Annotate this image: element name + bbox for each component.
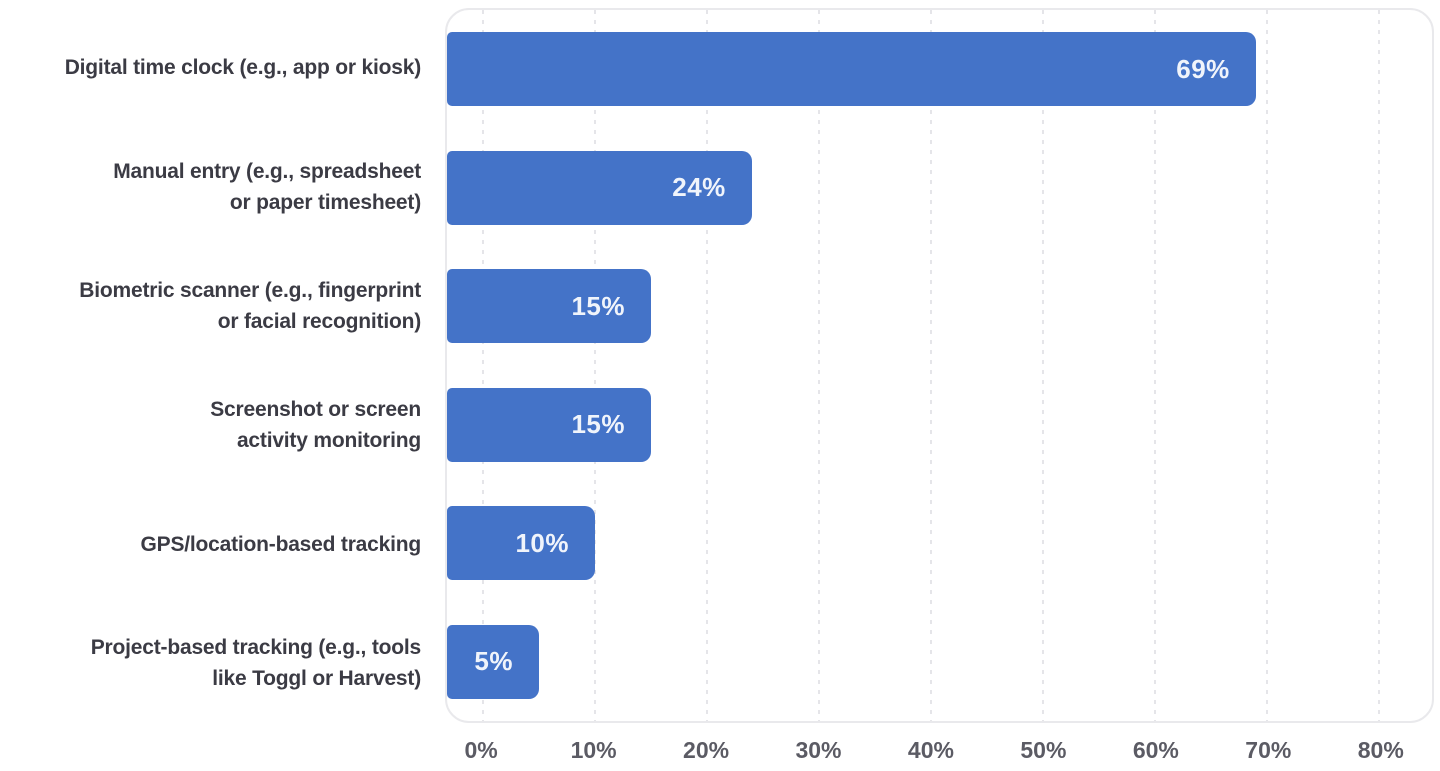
x-tick-label: 50%: [1020, 737, 1067, 763]
category-label-line: Project-based tracking (e.g., tools: [90, 636, 421, 660]
x-axis: 0% 10% 20% 30% 40% 50% 60% 70% 80%: [445, 731, 1434, 767]
bar-row: 15%: [447, 247, 1432, 366]
category-label-line: Biometric scanner (e.g., fingerprint: [79, 278, 421, 302]
x-tick-label: 10%: [570, 737, 617, 763]
bar-value-label: 69%: [1176, 53, 1230, 84]
category-label: GPS/location-based tracking: [0, 485, 437, 604]
gridline: [482, 10, 484, 721]
category-label-line: or facial recognition): [217, 309, 421, 333]
category-label-line: GPS/location-based tracking: [140, 532, 422, 556]
plot-area: 69% 24% 15% 15% 10% 5%: [445, 8, 1434, 723]
x-tick-label: 20%: [683, 737, 730, 763]
bar-value-label: 5%: [474, 646, 513, 677]
category-label: Biometric scanner (e.g., fingerprint or f…: [0, 246, 437, 365]
category-axis: Digital time clock (e.g., app or kiosk) M…: [0, 8, 437, 723]
x-tick-label: 70%: [1245, 737, 1292, 763]
gridline: [1266, 10, 1268, 721]
x-tick-label: 80%: [1357, 737, 1404, 763]
bar: 5%: [447, 624, 539, 699]
gridline: [818, 10, 820, 721]
bar-rows: 69% 24% 15% 15% 10% 5%: [447, 10, 1432, 721]
bar: 15%: [447, 269, 651, 344]
bar-row: 69%: [447, 10, 1432, 129]
gridline: [930, 10, 932, 721]
category-label-line: Manual entry (e.g., spreadsheet: [113, 159, 421, 183]
x-tick-label: 60%: [1132, 737, 1179, 763]
category-label: Digital time clock (e.g., app or kiosk): [0, 8, 437, 127]
gridline: [1042, 10, 1044, 721]
bar: 69%: [447, 32, 1256, 107]
bar-row: 24%: [447, 129, 1432, 248]
x-tick-label: 40%: [907, 737, 954, 763]
bar: 10%: [447, 506, 595, 581]
category-label-line: or paper timesheet): [229, 190, 421, 214]
category-label-line: activity monitoring: [236, 429, 421, 453]
bar-row: 10%: [447, 484, 1432, 603]
x-tick-label: 0%: [464, 737, 498, 763]
bar-row: 15%: [447, 366, 1432, 485]
gridline: [1378, 10, 1380, 721]
bar: 15%: [447, 387, 651, 462]
gridline: [1154, 10, 1156, 721]
category-label: Project-based tracking (e.g., tools like …: [0, 604, 437, 723]
bar-value-label: 15%: [571, 290, 625, 321]
bar-value-label: 15%: [571, 409, 625, 440]
category-label-line: like Toggl or Harvest): [212, 667, 421, 691]
category-label-line: Digital time clock (e.g., app or kiosk): [64, 56, 421, 80]
bar: 24%: [447, 150, 752, 225]
x-tick-label: 30%: [795, 737, 842, 763]
category-label: Screenshot or screen activity monitoring: [0, 366, 437, 485]
bar-row: 5%: [447, 603, 1432, 722]
category-label: Manual entry (e.g., spreadsheet or paper …: [0, 127, 437, 246]
gridline: [594, 10, 596, 721]
category-label-line: Screenshot or screen: [210, 398, 421, 422]
bar-value-label: 10%: [515, 527, 569, 558]
bar-value-label: 24%: [672, 172, 726, 203]
gridline: [706, 10, 708, 721]
